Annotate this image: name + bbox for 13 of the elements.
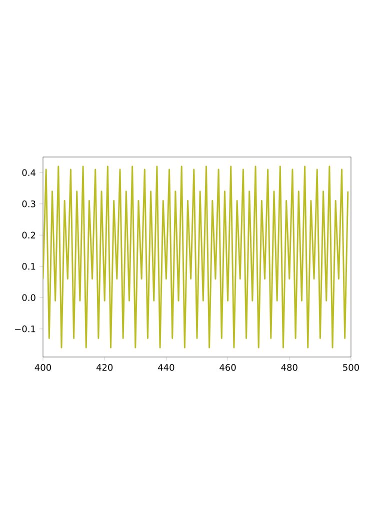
- x-tick-label: 480: [281, 364, 298, 371]
- y-tick-label: −0.1: [15, 325, 36, 332]
- x-tick-label: 420: [96, 364, 113, 371]
- x-tick-label: 460: [220, 364, 236, 371]
- x-tick-label: 440: [158, 364, 174, 371]
- y-tick-label: 0.2: [22, 232, 36, 239]
- x-tick-label: 400: [34, 364, 51, 371]
- y-tick-label: 0.0: [22, 294, 36, 302]
- x-tick-label: 500: [343, 364, 359, 371]
- y-tick-label: 0.3: [22, 200, 36, 208]
- y-tick-label: 0.1: [22, 262, 36, 270]
- line-series: [43, 166, 349, 348]
- y-tick-label: 0.4: [22, 169, 36, 176]
